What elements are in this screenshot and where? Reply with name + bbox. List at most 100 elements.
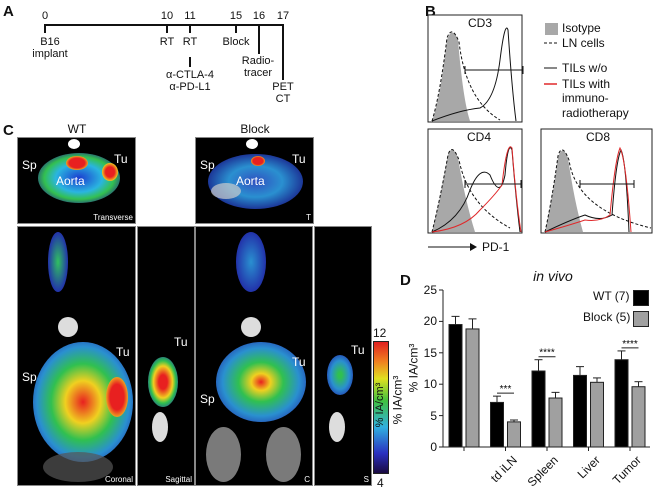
view-label: T [306, 213, 311, 222]
cd4-label: CD4 [467, 130, 492, 144]
panel-label-b: B [425, 3, 436, 20]
cd8-label: CD8 [586, 130, 611, 144]
spleen-label: Sp [22, 370, 37, 384]
histogram-cd3 [427, 14, 524, 123]
tick-day-0 [44, 24, 46, 33]
view-label: C [304, 475, 310, 484]
tick-day-15 [235, 24, 237, 33]
aorta-label: Aorta [236, 174, 265, 188]
panel-label-c: C [3, 122, 14, 139]
flow-legend [544, 23, 558, 85]
tumor-label: Tu [351, 343, 365, 357]
day-label: 16 [252, 10, 266, 22]
event-label: Block [222, 36, 250, 48]
event-label: PET CT [272, 81, 294, 105]
day-label: 15 [229, 10, 243, 22]
legend-wt-swatch [633, 290, 649, 306]
y-tick-label: 15 [423, 345, 437, 360]
y-tick-label: 20 [423, 314, 437, 329]
view-label: Coronal [104, 475, 133, 484]
pd1-label: PD-1 [482, 240, 510, 254]
flow-histograms [427, 14, 653, 251]
y-tick-label: 0 [430, 440, 437, 454]
significance-stars: *** [500, 384, 512, 395]
tumor-label: Tu [174, 335, 188, 349]
y-tick-label: 25 [423, 283, 437, 297]
day-label: 0 [41, 10, 49, 22]
bar-block [548, 397, 563, 448]
event-label: B16 implant [32, 36, 68, 60]
legend-tils-without: TILs w/o [562, 61, 608, 75]
tumor-label: Tu [292, 355, 306, 369]
cd3-label: CD3 [468, 16, 493, 30]
colorbar [373, 341, 389, 474]
legend-tils-with: TILs with [562, 77, 611, 91]
histogram-cd4 [427, 128, 523, 234]
legend-wt: WT (7) [593, 289, 630, 303]
day-label: 10 [160, 10, 174, 22]
bar-block [590, 381, 604, 448]
bar-wt [531, 370, 546, 448]
tick-day-16 [258, 24, 260, 54]
wt-transverse-image: Sp Tu Aorta Transverse [17, 137, 136, 224]
bar-wt [573, 374, 587, 448]
wt-title: WT [67, 122, 87, 136]
y-tick-label: 10 [423, 377, 437, 392]
legend-isotype: Isotype [562, 21, 601, 35]
colorbar-min: 4 [377, 476, 384, 490]
day-label: 17 [276, 10, 290, 22]
bar-wt [614, 359, 629, 448]
legend-immuno: immuno- [562, 91, 609, 105]
tumor-label: Tu [292, 152, 306, 166]
legend-block: Block (5) [583, 310, 631, 324]
block-sagittal-image: Tu S [314, 226, 372, 486]
y-tick-label: 5 [430, 408, 437, 423]
view-label: S [363, 475, 369, 484]
tick-day-11 [189, 24, 191, 33]
panel-label-d: D [400, 272, 411, 289]
spleen-label: Sp [200, 158, 215, 172]
isotype-fill [432, 32, 470, 121]
legend-radiotherapy: radiotherapy [562, 106, 629, 120]
ln-cells-line [431, 31, 501, 122]
isotype-swatch [545, 23, 558, 35]
block-title: Block [240, 122, 270, 136]
tils-without-line [431, 27, 517, 122]
timeline-axis [44, 24, 284, 26]
view-label: Sagittal [165, 475, 192, 484]
tick-treatment [189, 57, 191, 67]
bar-block [631, 386, 646, 448]
event-label: RT [182, 36, 198, 48]
treatment-label: α-CTLA-4 α-PD-L1 [166, 69, 214, 93]
legend-block-swatch [633, 311, 649, 327]
bar-block [507, 421, 521, 448]
tick-day-17 [282, 24, 284, 80]
wt-sagittal-image: Tu Sagittal [137, 226, 195, 486]
bar-block [465, 328, 480, 448]
significance-stars: **** [539, 348, 555, 359]
block-transverse-image: Sp Tu Aorta T [195, 137, 314, 224]
spleen-label: Sp [22, 158, 37, 172]
day-label: 11 [184, 10, 196, 22]
tick-day-10 [166, 24, 168, 33]
wt-coronal-image: Sp Tu Coronal [17, 226, 136, 486]
block-coronal-image: Sp Tu C [195, 226, 313, 486]
view-label: Transverse [93, 213, 133, 222]
chart-title: in vivo [533, 268, 573, 284]
tumor-label: Tu [114, 152, 128, 166]
event-label: RT [159, 36, 175, 48]
histogram-cd8 [540, 128, 653, 234]
bar-wt [490, 401, 504, 448]
spleen-label: Sp [200, 392, 215, 406]
aorta-label: Aorta [56, 174, 85, 188]
significance-stars: **** [622, 339, 638, 350]
colorbar-max: 12 [373, 326, 387, 340]
event-label: Radio- tracer [241, 55, 275, 79]
tumor-label: Tu [116, 345, 130, 359]
legend-ln-cells: LN cells [562, 36, 605, 50]
panel-label-a: A [3, 3, 14, 20]
bar-wt [448, 324, 463, 448]
pd1-arrow [428, 243, 477, 251]
